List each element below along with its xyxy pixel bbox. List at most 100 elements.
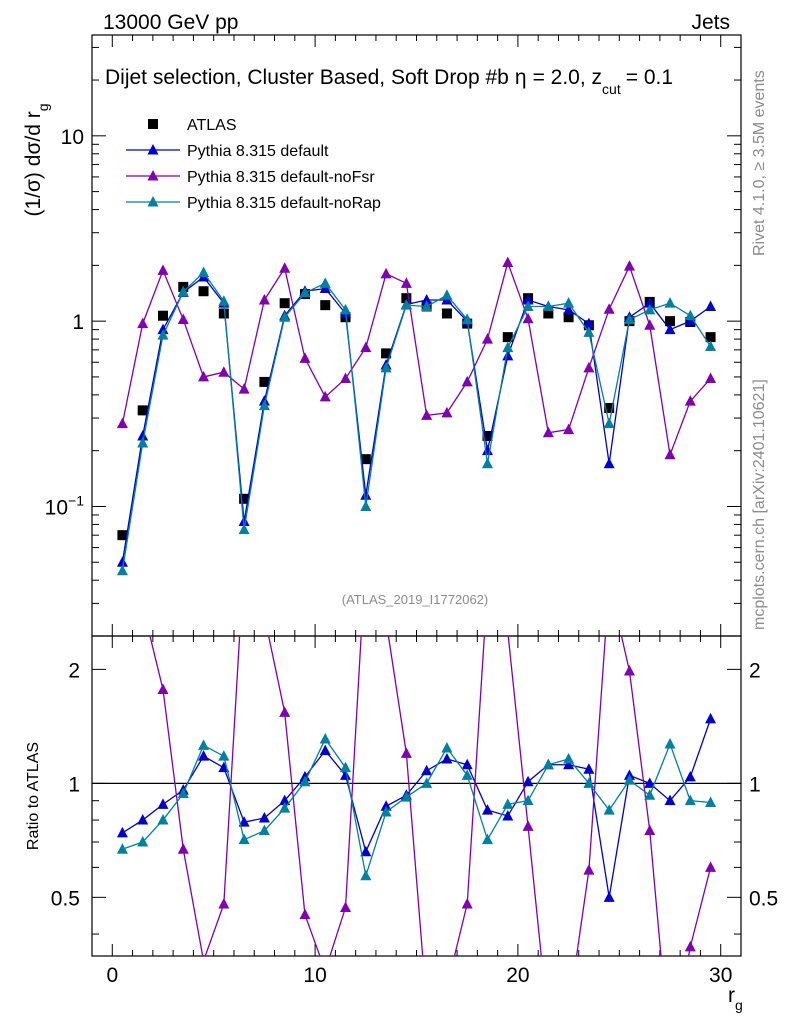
series-point (502, 341, 514, 353)
ratio-series-point (239, 554, 250, 565)
series-point (137, 317, 149, 329)
ratio-series-point (684, 940, 696, 952)
ratio-series-line (122, 718, 712, 898)
atlas-point (117, 530, 128, 541)
rivet-watermark: Rivet 4.1.0, ≥ 3.5M events (751, 70, 768, 256)
ratio-series-point (238, 833, 250, 845)
series-point (319, 277, 331, 288)
series-point (461, 375, 473, 387)
ratio-series-1 (149, 549, 717, 992)
ratio-series-point (340, 901, 352, 913)
ratio-series-point (441, 741, 453, 753)
x-tick-label: 0 (106, 964, 118, 987)
ratio-series-point (360, 549, 371, 560)
ratio-series-point (604, 576, 615, 587)
ratio-y-tick-label-right: 0.5 (749, 887, 778, 910)
ratio-series-point (542, 758, 554, 770)
chart-title: Dijet selection, Cluster Based, Soft Dro… (105, 66, 673, 97)
series-point (644, 297, 656, 308)
ratio-series-point (522, 775, 534, 787)
series-point (664, 448, 676, 460)
series-point (684, 395, 696, 406)
atlas-point (563, 312, 574, 323)
series-point (218, 295, 230, 306)
series-point (623, 260, 635, 271)
series-point (522, 312, 534, 324)
atlas-point (381, 348, 392, 359)
ratio-series-point (644, 777, 656, 788)
ratio-series-point (684, 770, 696, 782)
ratio-series-point (198, 739, 210, 750)
header-left: 13000 GeV pp (103, 11, 238, 34)
series-point (705, 340, 717, 351)
ratio-series-point (421, 764, 433, 776)
atlas-point (218, 308, 229, 319)
ratio-series-point (157, 683, 169, 694)
ratio-series-group (116, 549, 717, 992)
ratio-y-tick-label-right: 2 (749, 659, 761, 682)
ratio-series-point (644, 789, 656, 800)
ratio-series-point (502, 798, 514, 809)
ratio-series-point (137, 836, 149, 847)
ratio-series-point (400, 791, 412, 802)
ratio-series-point (623, 774, 635, 785)
series-point (380, 361, 392, 373)
series-point (177, 313, 189, 325)
ratio-series-point (563, 752, 575, 764)
header-right: Jets (691, 11, 730, 34)
x-tick-label: 30 (709, 964, 732, 987)
legend-label: Pythia 8.315 default-noRap (187, 195, 381, 212)
ratio-series-point (522, 794, 534, 806)
ratio-series-point (461, 758, 473, 770)
source-watermark: mcplots.cern.ch [arXiv:2401.10621] (751, 379, 768, 630)
atlas-point (137, 405, 148, 416)
legend-marker (148, 119, 158, 129)
series-point (421, 300, 433, 311)
series-point (340, 372, 352, 384)
x-tick-label: 10 (303, 964, 326, 987)
atlas-point (482, 431, 493, 442)
series-point (563, 297, 575, 308)
ratio-panel-frame (91, 635, 742, 957)
ratio-series-point (441, 981, 452, 992)
series-point (644, 319, 656, 330)
atlas-point (401, 293, 412, 304)
atlas-point (320, 300, 331, 311)
ratio-series-point (299, 775, 311, 787)
ratio-y-tick-label: 1 (68, 773, 80, 796)
legend: ATLAS Pythia 8.315 default Pythia 8.315 de… (126, 117, 381, 212)
ratio-series-point (319, 744, 331, 756)
ratio-series-point (684, 794, 696, 806)
ratio-series-point (279, 802, 291, 813)
ratio-series-point (441, 752, 453, 764)
ratio-series-point (258, 824, 270, 836)
series-point (360, 500, 372, 511)
series-point (157, 323, 169, 335)
atlas-point (441, 308, 452, 319)
legend-label: Pythia 8.315 default-noFsr (187, 169, 375, 186)
series-point (116, 417, 128, 429)
series-point (705, 300, 717, 311)
ratio-series-point (202, 954, 205, 956)
ratio-series-point (502, 625, 513, 636)
ratio-series-point (360, 845, 372, 857)
legend-marker (147, 170, 159, 181)
ratio-y-axis-label: Ratio to ATLAS (25, 742, 42, 850)
ratio-y-tick-label: 0.5 (51, 887, 80, 910)
series-point (623, 313, 635, 325)
ratio-series-point (563, 758, 575, 770)
series-point (542, 426, 554, 438)
ratio-series-point (259, 610, 270, 621)
series-line (121, 276, 711, 563)
ratio-series-point (664, 738, 676, 749)
series-point (198, 266, 210, 278)
ratio-series-point (299, 908, 311, 920)
series-point (583, 326, 595, 337)
series-point (238, 383, 250, 394)
series-point (400, 277, 412, 288)
series-point (684, 315, 696, 326)
ratio-series-point (664, 794, 676, 806)
ratio-series-point (583, 864, 595, 875)
legend-label: ATLAS (187, 117, 237, 134)
